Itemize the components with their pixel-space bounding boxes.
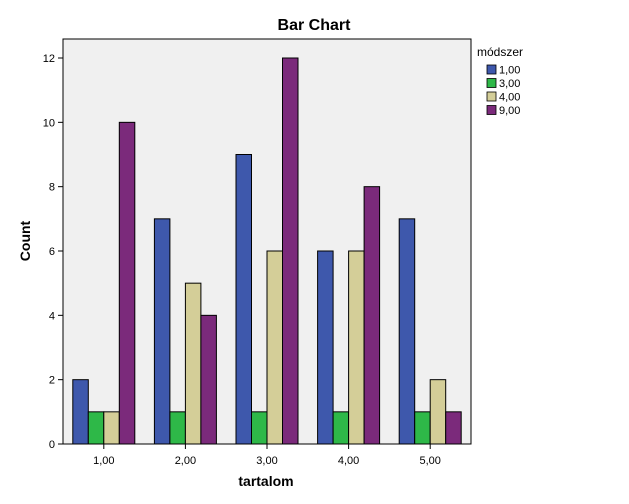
legend-title: módszer (477, 45, 523, 59)
y-tick-label: 10 (43, 117, 55, 129)
y-tick-label: 0 (49, 439, 55, 451)
bar (266, 250, 283, 445)
bar (445, 411, 462, 445)
x-tick-label: 2,00 (175, 455, 196, 467)
x-tick-label: 4,00 (338, 455, 359, 467)
y-tick-label: 8 (49, 182, 55, 194)
y-axis: 0 2 4 6 8 10 12 (43, 53, 63, 451)
x-axis-label: tartalom (238, 473, 293, 489)
legend-label: 1,00 (499, 65, 520, 77)
bar (363, 186, 381, 445)
bar (429, 379, 447, 445)
legend-swatch (486, 64, 497, 75)
x-axis: 1,00 2,00 3,00 4,00 5,00 (93, 444, 441, 467)
bar (169, 411, 186, 445)
y-tick-label: 2 (49, 375, 55, 387)
y-tick-label: 12 (43, 53, 55, 65)
legend-swatch (486, 91, 497, 102)
bar (317, 250, 334, 445)
bar (184, 282, 202, 445)
legend: módszer 1,003,00 4,009,00 (477, 45, 523, 117)
bar (87, 411, 105, 445)
y-tick-label: 4 (49, 310, 55, 322)
chart-title: Bar Chart (278, 17, 352, 34)
bar (348, 250, 365, 445)
y-axis-label: Count (17, 220, 33, 261)
bar (200, 314, 217, 445)
bar (332, 411, 350, 445)
legend-swatch (486, 78, 497, 88)
bar (153, 218, 171, 445)
bar (72, 379, 89, 445)
legend-label: 9,00 (499, 105, 520, 117)
legend-label: 3,00 (499, 78, 520, 90)
x-tick-label: 3,00 (256, 455, 277, 467)
x-tick-label: 1,00 (93, 455, 114, 467)
y-tick-label: 6 (49, 246, 55, 258)
bar (282, 57, 299, 445)
bar (118, 121, 136, 445)
x-tick-label: 5,00 (419, 455, 440, 467)
bar (414, 411, 431, 445)
bar (235, 154, 252, 445)
bars-group (72, 57, 462, 445)
legend-swatch (486, 105, 497, 115)
bar (398, 218, 416, 445)
bar (251, 411, 268, 445)
bar (103, 411, 120, 445)
legend-label: 4,00 (499, 92, 520, 104)
